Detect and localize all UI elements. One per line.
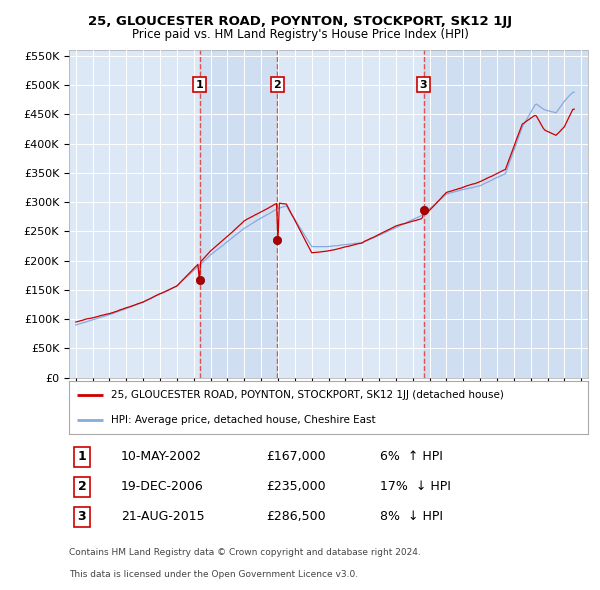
Text: 10-MAY-2002: 10-MAY-2002 <box>121 450 202 463</box>
Text: 1: 1 <box>196 80 203 90</box>
Text: HPI: Average price, detached house, Cheshire East: HPI: Average price, detached house, Ches… <box>110 415 375 425</box>
Text: 25, GLOUCESTER ROAD, POYNTON, STOCKPORT, SK12 1JJ: 25, GLOUCESTER ROAD, POYNTON, STOCKPORT,… <box>88 15 512 28</box>
Bar <box>200 50 277 378</box>
Text: 25, GLOUCESTER ROAD, POYNTON, STOCKPORT, SK12 1JJ (detached house): 25, GLOUCESTER ROAD, POYNTON, STOCKPORT,… <box>110 391 503 401</box>
Text: Contains HM Land Registry data © Crown copyright and database right 2024.: Contains HM Land Registry data © Crown c… <box>69 548 421 557</box>
Text: £286,500: £286,500 <box>266 510 326 523</box>
Text: Price paid vs. HM Land Registry's House Price Index (HPI): Price paid vs. HM Land Registry's House … <box>131 28 469 41</box>
Text: 21-AUG-2015: 21-AUG-2015 <box>121 510 205 523</box>
Text: This data is licensed under the Open Government Licence v3.0.: This data is licensed under the Open Gov… <box>69 570 358 579</box>
Text: 6%  ↑ HPI: 6% ↑ HPI <box>380 450 443 463</box>
Text: 17%  ↓ HPI: 17% ↓ HPI <box>380 480 451 493</box>
Text: £235,000: £235,000 <box>266 480 326 493</box>
Text: 1: 1 <box>77 450 86 463</box>
Text: 3: 3 <box>420 80 427 90</box>
Text: 2: 2 <box>274 80 281 90</box>
Text: 8%  ↓ HPI: 8% ↓ HPI <box>380 510 443 523</box>
Text: 3: 3 <box>77 510 86 523</box>
Text: £167,000: £167,000 <box>266 450 326 463</box>
Bar <box>424 50 588 378</box>
Text: 19-DEC-2006: 19-DEC-2006 <box>121 480 203 493</box>
Text: 2: 2 <box>77 480 86 493</box>
